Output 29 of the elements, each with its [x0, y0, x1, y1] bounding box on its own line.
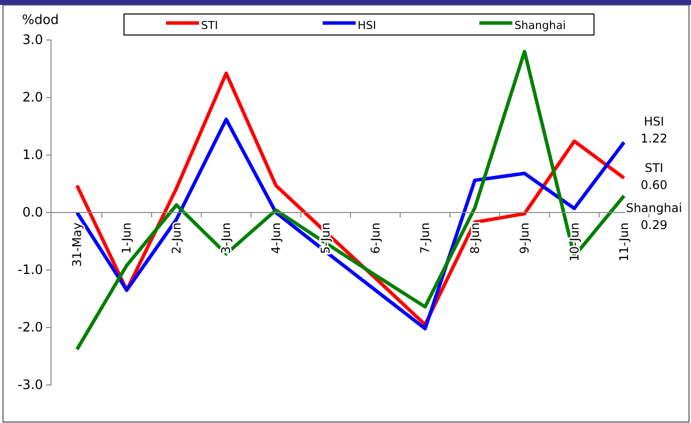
x-tick-label: 4-Jun: [268, 222, 283, 254]
y-tick-label: 2.0: [22, 90, 43, 106]
legend-label: Shanghai: [514, 19, 566, 32]
x-tick-label: 11-Jun: [617, 222, 631, 262]
annotation: 0.60: [640, 178, 668, 192]
annotation: HSI: [644, 114, 664, 128]
annotation: Shanghai: [626, 200, 682, 215]
x-tick-label: 10-Jun: [567, 222, 582, 262]
y-tick-label: -3.0: [18, 378, 43, 394]
x-tick-label: 8-Jun: [468, 222, 482, 254]
annotation: 0.29: [640, 218, 668, 232]
y-tick-label: 0.0: [22, 206, 43, 221]
x-tick-label: 2-Jun: [169, 222, 184, 254]
legend-label: STI: [201, 19, 218, 32]
x-tick-label: 3-Jun: [219, 222, 234, 254]
y-axis-title: %dod: [22, 13, 59, 28]
annotation: STI: [644, 161, 664, 175]
x-tick-label: 9-Jun: [518, 222, 532, 254]
legend-label: HSI: [358, 19, 376, 32]
x-tick-label: 5-Jun: [318, 222, 333, 254]
x-tick-label: 6-Jun: [368, 222, 382, 254]
x-tick-label: 7-Jun: [418, 222, 432, 254]
y-tick-label: -1.0: [18, 263, 43, 278]
x-tick-label: 1-Jun: [120, 222, 134, 254]
annotation: 1.22: [640, 131, 668, 146]
y-tick-label: -2.0: [18, 320, 43, 336]
x-tick-label: 31-May: [70, 222, 84, 267]
y-tick-label: 1.0: [22, 148, 43, 164]
y-tick-label: 3.0: [22, 33, 43, 48]
